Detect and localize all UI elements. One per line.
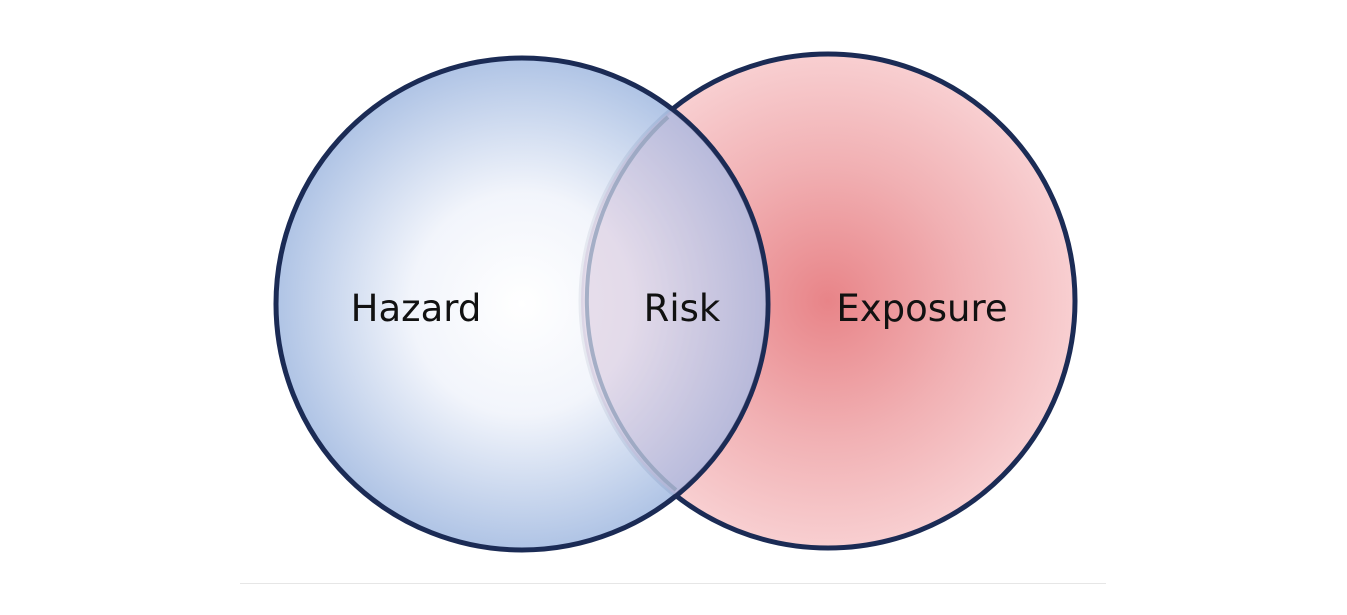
- exposure-label: Exposure: [836, 287, 1007, 330]
- hazard-label: Hazard: [351, 287, 482, 330]
- exposure-inner-edge: [584, 115, 678, 492]
- hazard-circle: [273, 55, 771, 553]
- risk-overlap-region: [581, 60, 766, 548]
- divider-line: [240, 583, 1106, 584]
- risk-label: Risk: [644, 287, 721, 330]
